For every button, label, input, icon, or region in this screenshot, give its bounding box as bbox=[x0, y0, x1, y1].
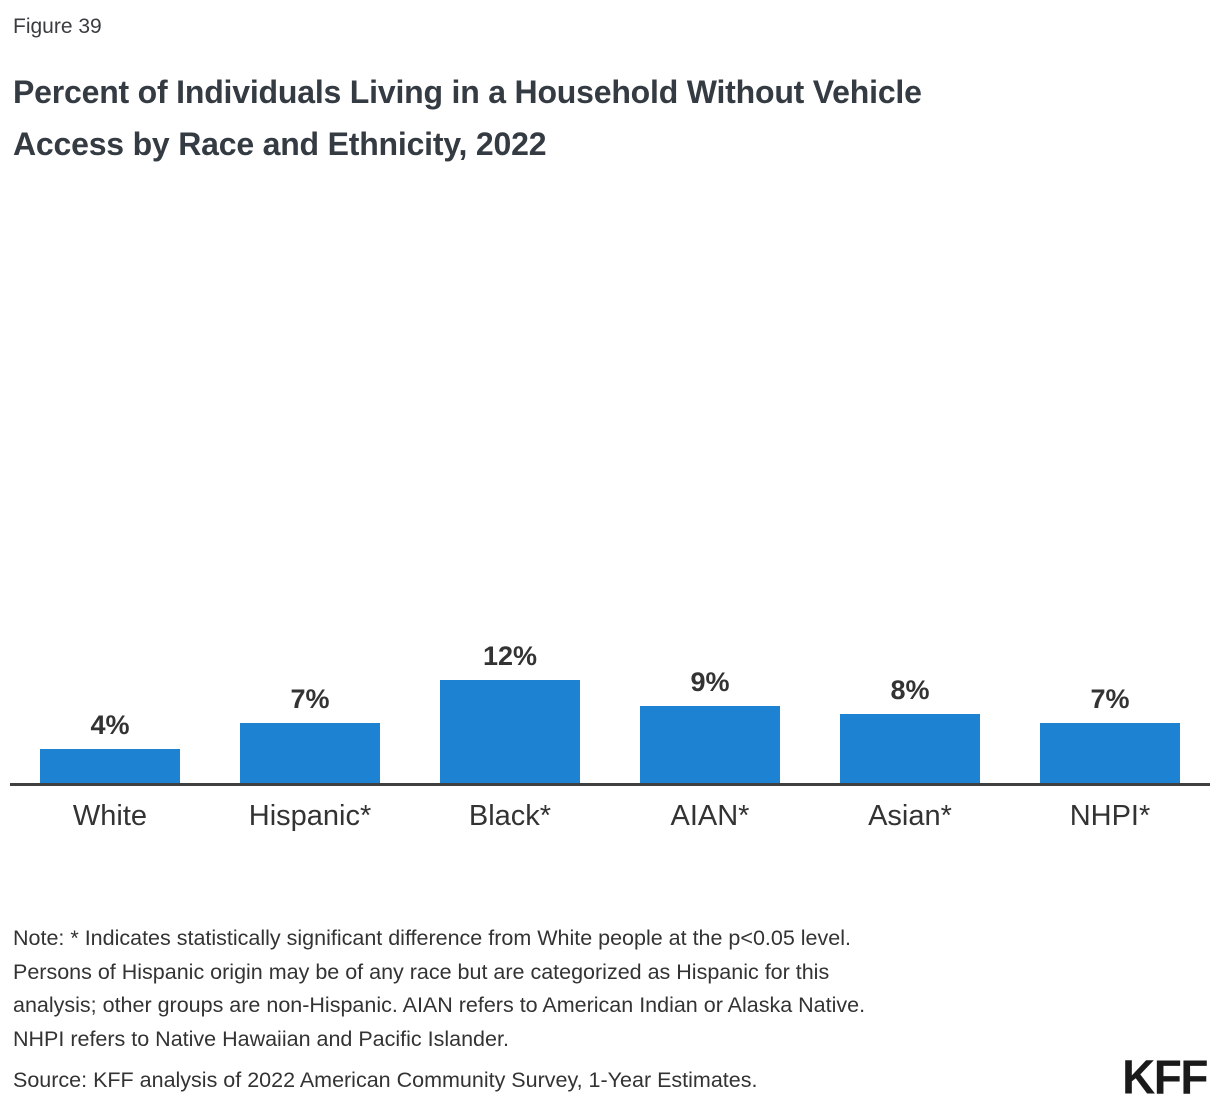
bar-column: 7% bbox=[210, 683, 410, 783]
footnote: Note: * Indicates statistically signific… bbox=[13, 922, 1207, 1056]
x-axis-labels: White Hispanic* Black* AIAN* Asian* NHPI* bbox=[10, 799, 1210, 834]
footnote-line-4: NHPI refers to Native Hawaiian and Pacif… bbox=[13, 1026, 509, 1051]
x-axis-category-label: Hispanic* bbox=[248, 800, 372, 832]
footnote-line-2: Persons of Hispanic origin may be of any… bbox=[13, 959, 830, 984]
kff-logo: KFF bbox=[1122, 1049, 1208, 1105]
bar-aian bbox=[640, 705, 780, 783]
x-axis-category-label: Black* bbox=[468, 800, 552, 832]
x-axis-category-label: Asian* bbox=[868, 800, 952, 832]
bar-asian bbox=[840, 714, 980, 783]
bar-value-label: 4% bbox=[90, 709, 130, 740]
x-axis-line bbox=[10, 783, 1210, 786]
bar-hispanic bbox=[240, 722, 380, 783]
footnote-line-1: Note: * Indicates statistically signific… bbox=[13, 926, 851, 950]
source-line: Source: KFF analysis of 2022 American Co… bbox=[13, 1068, 758, 1092]
footnote-line-3: analysis; other groups are non-Hispanic.… bbox=[13, 993, 866, 1017]
bar-column: 8% bbox=[810, 677, 1010, 783]
chart-title: Percent of Individuals Living in a House… bbox=[13, 66, 1207, 170]
bar-column: 12% bbox=[410, 640, 610, 783]
chart-title-line-1: Percent of Individuals Living in a House… bbox=[13, 74, 922, 110]
bar-value-label: 7% bbox=[1090, 683, 1130, 714]
bar-column: 9% bbox=[610, 666, 810, 783]
x-axis-category-label: AIAN* bbox=[670, 800, 750, 832]
bar-black bbox=[440, 679, 580, 783]
x-axis-category-label: White bbox=[72, 800, 148, 832]
x-axis-category-label: NHPI* bbox=[1069, 800, 1151, 832]
bar-nhpi bbox=[1040, 722, 1180, 783]
bar-value-label: 8% bbox=[890, 675, 930, 706]
bars-area: 4% 7% 12% 9% 8% 7% bbox=[10, 170, 1210, 783]
bar-chart: 4% 7% 12% 9% 8% 7% White Hispanic* Black* AIAN* A… bbox=[0, 170, 1220, 834]
bar-value-label: 9% bbox=[690, 666, 730, 697]
figure-number-label: Figure 39 bbox=[13, 15, 102, 38]
bar-column: 4% bbox=[10, 709, 210, 783]
bar-value-label: 7% bbox=[290, 683, 330, 714]
bar-white bbox=[40, 748, 180, 783]
bar-value-label: 12% bbox=[482, 640, 538, 671]
bar-column: 7% bbox=[1010, 683, 1210, 783]
chart-title-line-2: Access by Race and Ethnicity, 2022 bbox=[13, 126, 547, 162]
